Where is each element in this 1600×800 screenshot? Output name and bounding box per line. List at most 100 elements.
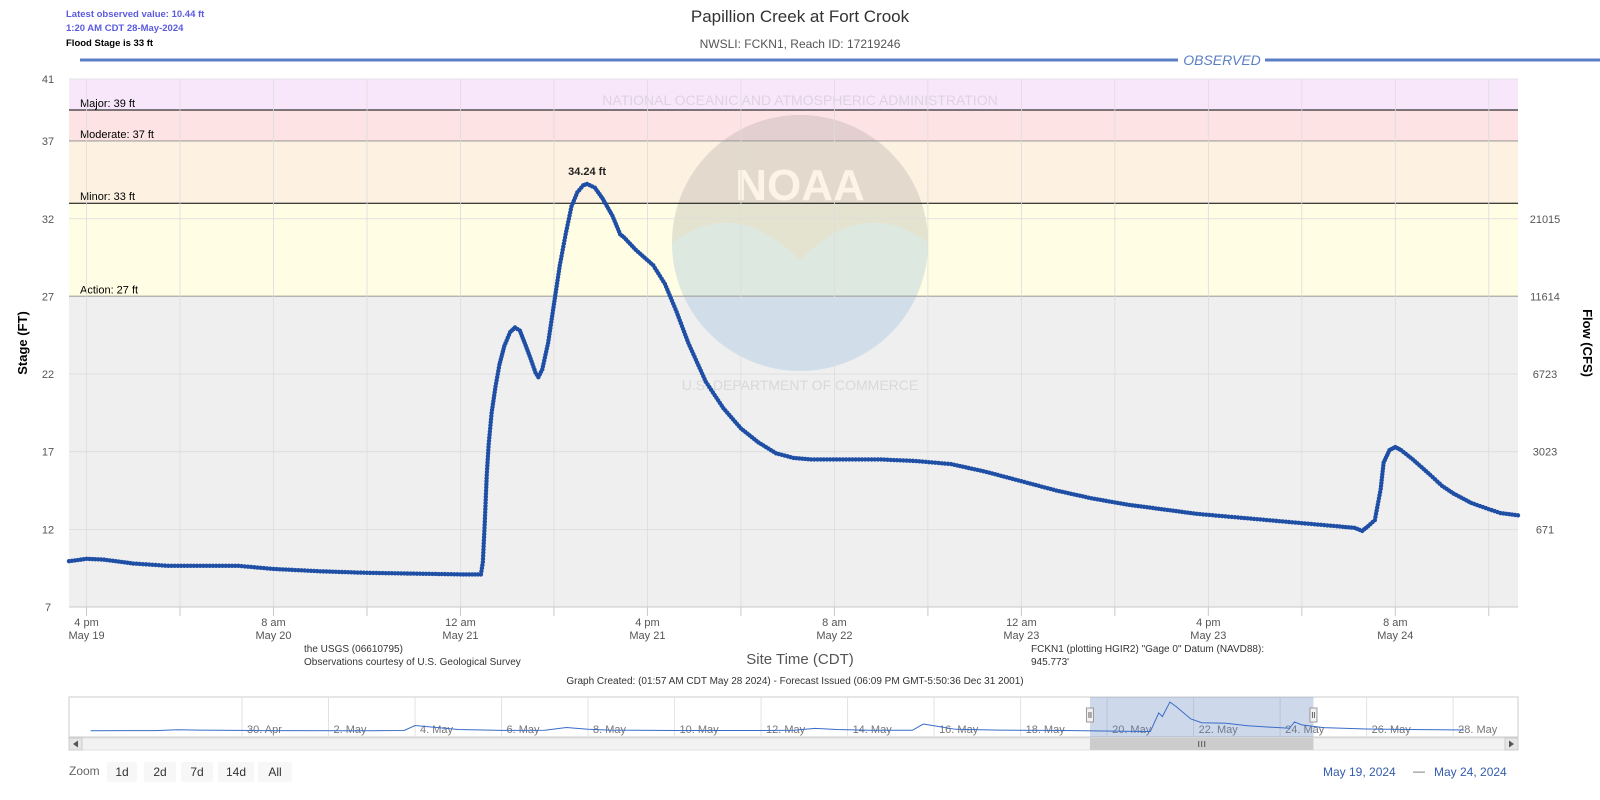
zoom-1d-button[interactable]: 1d [107,762,137,782]
stage-point [869,457,874,462]
stage-point [1248,516,1254,521]
stage-point [1293,520,1298,525]
navigator-handle-right[interactable] [1309,707,1318,723]
stage-point [926,459,932,465]
x-axis-title: Site Time (CDT) [746,651,854,668]
zoom-label: Zoom [69,764,100,778]
stage-point [299,568,304,573]
stage-point [367,570,373,576]
stage-point [824,457,830,462]
stage-point [1305,521,1311,526]
chart-title: Papillion Creek at Fort Crook [691,7,910,26]
zoom-2d-button[interactable]: 2d [144,762,176,782]
stage-point [258,565,263,571]
stage-point [442,571,448,577]
stage-point [1251,516,1257,522]
major-band [69,79,1518,111]
y2-tick-label: 6723 [1533,369,1557,381]
stage-point [423,571,429,577]
stage-point [336,569,342,575]
range-to-input[interactable]: May 24, 2024 [1434,765,1507,779]
stage-point [945,461,951,467]
zoom-14d-button[interactable]: 14d [218,762,254,782]
zoom-all-button[interactable]: All [258,762,292,782]
y-tick-label: 17 [42,447,54,459]
navigator-selection[interactable] [1089,697,1314,737]
y-axis-title: Stage (FT) [15,311,30,375]
stage-point [143,562,149,567]
stage-point [1312,522,1317,527]
stage-point [482,516,488,521]
peak-label: 34.24 ft [568,166,606,178]
stage-point [147,562,152,567]
stage-point [439,571,444,577]
stage-point [1270,518,1276,523]
stage-point [485,457,490,462]
stage-point [483,497,488,503]
noaa-logo-bird [672,115,928,260]
stage-point [901,458,906,463]
stage-point [242,564,248,569]
stage-point [311,568,317,574]
stage-point [274,566,279,572]
stage-point [482,531,487,537]
stage-point [1242,515,1247,521]
stage-point [481,534,487,540]
stage-point [482,513,488,518]
stage-point [1277,518,1282,524]
chevron-left-icon [73,740,78,748]
noaa-logo-text: NOAA [735,161,865,210]
stage-point [481,538,487,543]
stage-point [1255,516,1260,522]
stage-point [261,565,267,571]
navigator[interactable]: 30. Apr 2. May 4. May 6. May 8. May 10. May 12… [68,696,1519,751]
x-tick-label: 4 pm [74,617,98,629]
stage-point [1296,520,1301,526]
stage-point [481,544,486,549]
major-stage-label: Major: 39 ft [80,98,135,110]
stage-point [894,457,900,463]
y-tick-label: 37 [42,136,54,148]
action-stage-label: Action: 27 ft [80,284,138,296]
stage-point [827,457,833,462]
stage-point [484,485,489,490]
stage-point [293,567,298,573]
stage-point [201,563,206,569]
x-tick-date-label: May 23 [1190,630,1226,642]
stage-point [483,488,489,493]
y2-tick-label: 11614 [1530,291,1560,303]
stage-point [882,457,887,462]
latest-observed-time: 1:20 AM CDT 28-May-2024 [66,23,184,34]
stage-point [815,457,820,462]
stage-point [217,563,222,569]
stage-point [172,563,177,569]
stage-point [327,569,332,574]
zoom-7d-button[interactable]: 7d [181,762,213,782]
minor-band [69,141,1518,204]
stage-point [1290,520,1295,525]
range-from-input[interactable]: May 19, 2024 [1323,765,1396,779]
stage-point [812,457,817,462]
stage-point [395,571,401,576]
navigator-handle-left[interactable] [1085,707,1094,723]
stage-point [289,567,295,573]
stage-point [484,472,489,478]
stage-point [480,559,486,565]
y-tick-label: 22 [42,369,54,381]
stage-point [352,570,357,575]
stage-point [1216,513,1222,518]
moderate-stage-label: Moderate: 37 ft [80,129,154,141]
y-tick-label: 41 [42,74,54,86]
stage-point [436,571,441,577]
stage-point [482,528,487,534]
stage-point [1204,512,1209,517]
stage-point [191,563,197,569]
stage-point [245,564,251,569]
stage-point [223,563,228,569]
stage-point [1302,521,1308,526]
stage-point [302,568,307,573]
stage-point [131,561,136,566]
x-tick-date-label: May 19 [68,630,104,642]
x-tick-label: 8 am [261,617,285,629]
stage-point [1239,515,1244,520]
